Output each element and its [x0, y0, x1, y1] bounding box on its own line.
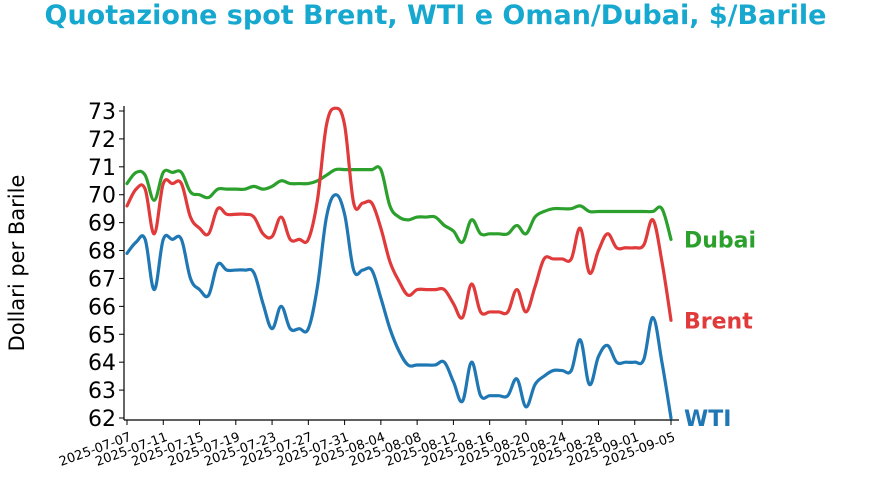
y-tick-label: 67	[88, 267, 116, 292]
y-tick-label: 68	[88, 240, 116, 265]
series-labels: Dubai Brent WTI	[684, 228, 756, 432]
series-line-brent	[125, 106, 673, 322]
y-tick-label: 62	[88, 407, 116, 432]
y-tick-label: 65	[88, 323, 116, 348]
y-tick-label: 73	[88, 100, 116, 125]
y-tick-label: 69	[88, 212, 116, 237]
y-tick-label: 64	[88, 351, 116, 376]
series-lines	[125, 106, 673, 420]
y-axis-label: Dollari per Barile	[5, 175, 29, 352]
chart-title: Quotazione spot Brent, WTI e Oman/Dubai,…	[44, 0, 827, 31]
series-label-dubai: Dubai	[684, 228, 756, 253]
y-tick-label: 71	[88, 156, 116, 181]
y-tick-label: 72	[88, 128, 116, 153]
axes: 6263646566676869707172732025-07-072025-0…	[57, 100, 679, 470]
y-tick-label: 70	[88, 184, 116, 209]
y-tick-label: 63	[88, 379, 116, 404]
series-line-dubai	[125, 165, 673, 244]
y-tick-label: 66	[88, 295, 116, 320]
series-label-brent: Brent	[684, 309, 753, 334]
series-line-wti	[125, 193, 673, 420]
series-label-wti: WTI	[684, 407, 731, 432]
